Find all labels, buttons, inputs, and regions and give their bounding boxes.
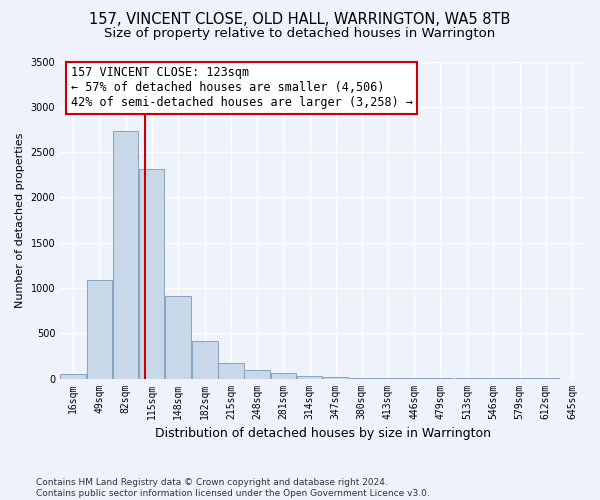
- Text: Contains HM Land Registry data © Crown copyright and database right 2024.
Contai: Contains HM Land Registry data © Crown c…: [36, 478, 430, 498]
- Y-axis label: Number of detached properties: Number of detached properties: [15, 132, 25, 308]
- Bar: [113, 132, 139, 378]
- Bar: [139, 170, 164, 378]
- Bar: [271, 373, 296, 378]
- Bar: [244, 370, 270, 378]
- Text: 157, VINCENT CLOSE, OLD HALL, WARRINGTON, WA5 8TB: 157, VINCENT CLOSE, OLD HALL, WARRINGTON…: [89, 12, 511, 28]
- Bar: [192, 340, 218, 378]
- Bar: [218, 363, 244, 378]
- Bar: [297, 376, 322, 378]
- X-axis label: Distribution of detached houses by size in Warrington: Distribution of detached houses by size …: [155, 427, 491, 440]
- Bar: [86, 280, 112, 378]
- Bar: [323, 376, 349, 378]
- Bar: [61, 374, 86, 378]
- Bar: [165, 296, 191, 378]
- Text: Size of property relative to detached houses in Warrington: Size of property relative to detached ho…: [104, 28, 496, 40]
- Text: 157 VINCENT CLOSE: 123sqm
← 57% of detached houses are smaller (4,506)
42% of se: 157 VINCENT CLOSE: 123sqm ← 57% of detac…: [71, 66, 413, 110]
